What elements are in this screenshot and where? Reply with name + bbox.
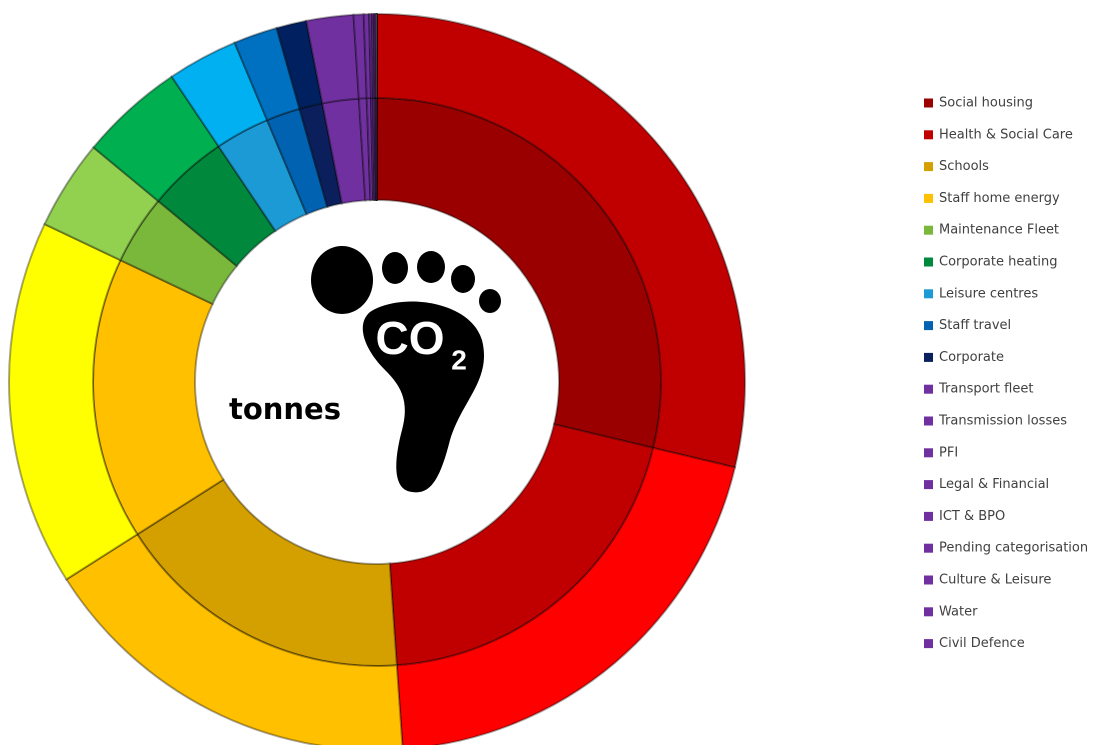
outer-segment [376, 12, 746, 469]
legend-label: Transmission losses [938, 414, 1067, 429]
inner-segment [265, 107, 329, 216]
legend-label: Civil Defence [939, 636, 1025, 651]
legend-label: Corporate [939, 350, 1004, 365]
outer-segment [92, 75, 220, 203]
outer-segment [8, 222, 139, 581]
legend-swatch [924, 384, 933, 394]
legend-label: Water [939, 604, 978, 619]
legend-swatch [924, 162, 933, 172]
legend-label: Legal & Financial [939, 477, 1049, 492]
legend-swatch [924, 289, 933, 299]
legend-label: Health & Social Care [939, 127, 1073, 142]
legend-label: Staff travel [939, 318, 1011, 333]
icon-shape [311, 246, 373, 314]
legend-swatch [924, 480, 933, 490]
legend-label: Culture & Leisure [939, 573, 1051, 588]
inner-segment [369, 97, 376, 202]
legend-swatch [924, 543, 933, 553]
outer-segment [170, 41, 269, 148]
icon-shape [362, 301, 485, 493]
inner-segment [388, 423, 655, 667]
legend-swatch [924, 639, 933, 649]
legend-swatch [924, 225, 933, 235]
legend-label: Pending categorisation [939, 541, 1088, 556]
legend-label: ICT & BPO [939, 509, 1005, 524]
legend-label: Leisure centres [939, 286, 1038, 301]
rings [8, 12, 746, 745]
legend-label: Maintenance Fleet [939, 223, 1059, 238]
icon-shape [451, 265, 475, 293]
legend-swatch [924, 352, 933, 362]
inner-segment [376, 96, 662, 450]
outer-segment [65, 532, 404, 745]
legend-label: Staff home energy [939, 191, 1060, 206]
icon-label: CO [376, 312, 445, 364]
outer-segment [395, 446, 737, 745]
legend-swatch [924, 607, 933, 617]
legend-swatch [924, 448, 933, 458]
icon-shape [479, 289, 501, 313]
legend-swatch [924, 193, 933, 203]
legend-label: Corporate heating [939, 255, 1058, 270]
inner-segment [373, 96, 378, 202]
legend-swatch [924, 321, 933, 331]
legend-swatch [924, 511, 933, 521]
outer-segment [370, 13, 376, 100]
inner-segment [156, 144, 277, 268]
legend-swatch [924, 416, 933, 426]
icon-shape [382, 252, 408, 284]
legend-swatch [924, 98, 933, 108]
icon-shape [417, 251, 445, 283]
icon-subscript: 2 [451, 344, 467, 375]
legend-label: PFI [939, 445, 958, 460]
legend-swatch [924, 130, 933, 140]
legend-label: Schools [939, 159, 989, 174]
legend-label: Transport fleet [938, 382, 1033, 397]
legend-swatch [924, 257, 933, 267]
inner-segment [298, 102, 344, 209]
legend-swatch [924, 575, 933, 585]
legend-label: Social housing [939, 96, 1033, 111]
inner-segment [321, 97, 367, 205]
footprint-icon: CO 2 [311, 246, 501, 493]
center-label: tonnes [229, 392, 341, 426]
inner-segment [357, 97, 372, 202]
